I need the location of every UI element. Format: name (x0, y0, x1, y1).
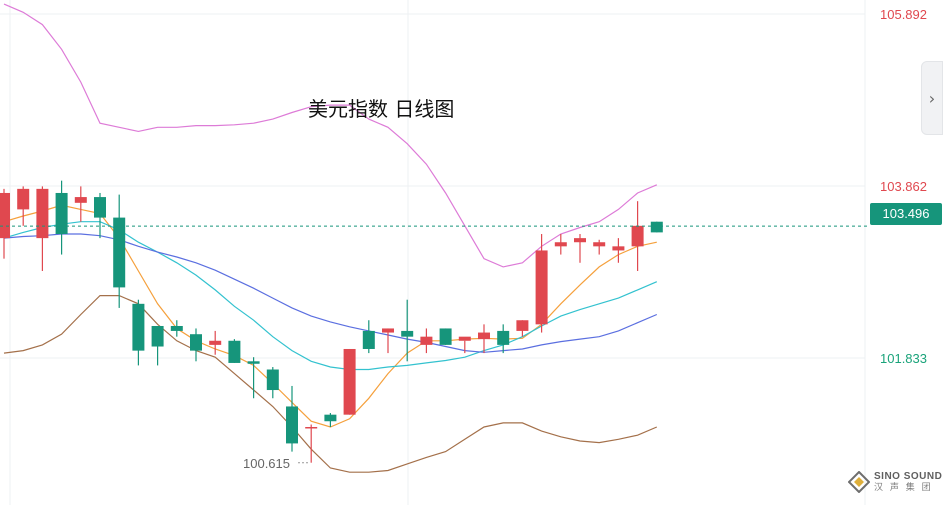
candle-body-16 (305, 426, 318, 429)
candle-body-24 (458, 336, 471, 341)
candle-body-32 (612, 246, 625, 251)
moving-average-lines (3, 3, 658, 473)
candle-body-30 (574, 238, 586, 243)
candle-body-8 (151, 325, 164, 347)
candle-body-19 (362, 330, 375, 349)
price-tick-bottom: 101.833 (880, 351, 927, 366)
sinosound-logo: SINO SOUND 汉 声 集 团 (848, 471, 942, 493)
candle-body-33 (631, 225, 644, 247)
candle-body-0 (0, 192, 10, 239)
candle-body-27 (516, 320, 529, 331)
candlestick-series (0, 180, 663, 464)
series-line-0 (3, 204, 657, 428)
grid-lines (0, 0, 866, 505)
candle-body-28 (535, 250, 548, 325)
candle-body-3 (55, 192, 68, 235)
candle-body-21 (401, 330, 414, 337)
next-page-button[interactable]: › (921, 61, 943, 135)
sinosound-logo-icon (848, 471, 870, 493)
price-tick-top: 105.892 (880, 7, 927, 22)
candle-body-2 (36, 188, 49, 239)
candle-body-13 (247, 361, 260, 364)
price-tick-middle: 103.862 (880, 179, 927, 194)
candle-body-6 (113, 217, 126, 288)
low-price-value: 100.615 (243, 456, 290, 471)
low-price-annotation: 100.615 (243, 456, 290, 471)
candle-body-34 (650, 221, 663, 233)
candle-body-17 (324, 414, 337, 422)
candle-body-1 (17, 188, 30, 210)
series-line-1 (3, 221, 658, 371)
chevron-right-icon: › (928, 88, 936, 108)
candle-body-23 (439, 328, 452, 345)
candle-body-20 (382, 328, 394, 333)
candle-body-10 (190, 334, 202, 351)
current-price-badge: 103.496 (870, 203, 942, 225)
candle-body-12 (228, 340, 241, 363)
candle-body-22 (420, 336, 433, 345)
candle-body-7 (132, 303, 145, 351)
logo-text-en: SINO SOUND (874, 470, 943, 482)
candle-body-11 (209, 340, 222, 345)
candle-body-31 (593, 242, 606, 247)
candle-body-18 (343, 348, 356, 415)
candle-body-25 (478, 332, 490, 340)
chart-title: 美元指数 日线图 (308, 97, 455, 121)
candle-body-15 (286, 406, 298, 444)
candle-body-14 (266, 369, 279, 391)
candle-body-5 (94, 197, 106, 218)
series-line-2 (3, 233, 658, 353)
logo-text-cn: 汉 声 集 团 (874, 482, 933, 493)
series-line-3 (3, 3, 658, 268)
candle-body-9 (170, 325, 183, 331)
candle-body-4 (74, 197, 87, 203)
series-line-4 (3, 295, 658, 473)
candle-body-29 (554, 242, 567, 247)
candle-body-26 (497, 330, 510, 345)
